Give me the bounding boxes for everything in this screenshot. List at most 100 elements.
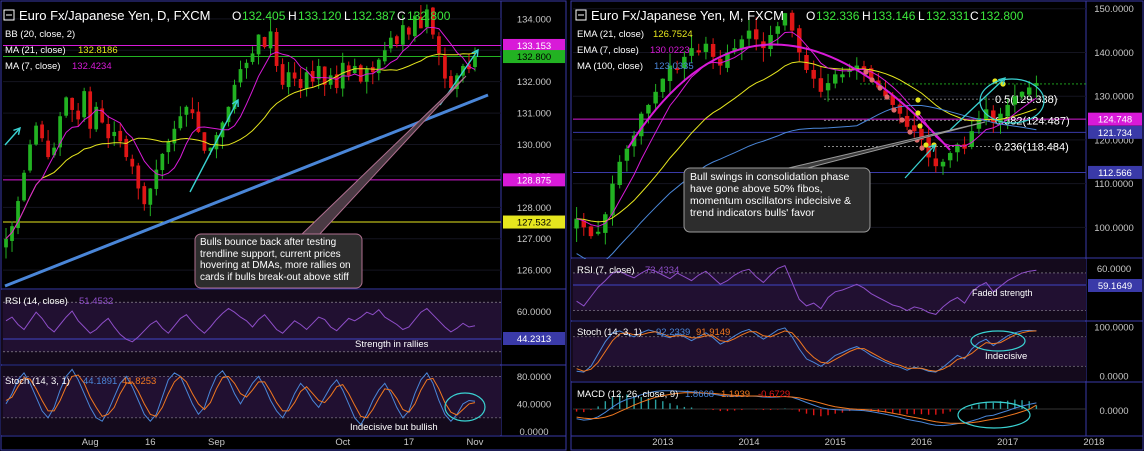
monthly-trend-arc — [627, 43, 951, 151]
candle-body — [443, 55, 447, 79]
stoch-tick-label: 0.0000 — [1099, 372, 1128, 383]
swing-arrow-head — [231, 98, 239, 108]
candle-body — [274, 31, 279, 66]
daily-close-value: 132.800 — [407, 9, 451, 23]
candle-body — [286, 72, 291, 88]
price-tick-label: 128.000 — [517, 203, 551, 214]
daily-stoch-note: Indecisive but bullish — [350, 422, 438, 433]
date-tick-label: Nov — [467, 437, 484, 448]
daily-rsi-pane: RSI (14, close) 51.4532 Strength in rall… — [1, 290, 565, 364]
candle-body — [682, 56, 687, 69]
candle-body — [897, 104, 903, 114]
price-tick-label: 110.0000 — [1095, 179, 1134, 190]
candle-body — [250, 53, 255, 62]
swing-arrow-head — [928, 143, 936, 152]
candle-body — [142, 186, 147, 205]
candle-body — [646, 104, 651, 114]
candle-body — [292, 72, 297, 79]
monthly-title: Euro Fx/Japanese Yen, M, FXCM — [591, 8, 784, 23]
candle-body — [94, 106, 99, 130]
price-tag-value: 133.153 — [517, 41, 551, 52]
candle-body — [238, 69, 243, 83]
candle-body — [4, 238, 8, 248]
swing-arrow-line — [904, 144, 936, 179]
date-tick-label: Oct — [335, 437, 350, 448]
daily-stoch-series — [3, 368, 501, 426]
daily-callout-pointer — [298, 75, 467, 237]
candle-body — [136, 165, 141, 189]
price-tag — [503, 215, 565, 229]
candle-body — [425, 9, 429, 28]
price-tag-value: 127.532 — [517, 218, 551, 229]
candle-body — [991, 110, 996, 123]
price-tick-label: 127.000 — [517, 234, 551, 245]
price-tag — [503, 173, 565, 187]
candle-body — [703, 43, 709, 52]
monthly-chart-panel: 0.5(129.338) 0.382(124.487) 0.236(118.484)… — [570, 0, 1144, 451]
price-tag-value: 124.748 — [1098, 115, 1132, 126]
marker-dot — [917, 123, 923, 129]
collapse-icon[interactable] — [3, 9, 15, 21]
monthly-stoch-highlight-ellipse — [970, 330, 1026, 352]
price-tick-label: 130.0000 — [1094, 92, 1134, 103]
daily-high-value: 133.120 — [298, 9, 342, 23]
candle-body — [639, 113, 644, 137]
monthly-low-value: 132.331 — [926, 9, 970, 23]
monthly-rsi-label: RSI (7, close) — [577, 265, 635, 276]
candle-body — [998, 113, 1003, 123]
candle-body — [689, 48, 694, 56]
daily-stoch-ticks: 80.0000 40.0000 0.0000 — [517, 372, 551, 438]
candle-body — [160, 153, 165, 171]
rsi-line — [5, 307, 476, 343]
marker-dot — [891, 107, 897, 113]
candle-body — [674, 68, 680, 70]
candle-body — [226, 106, 231, 123]
candle-body — [617, 161, 622, 185]
ema21-line — [576, 61, 1037, 223]
candle-body — [797, 28, 802, 53]
monthly-macd-highlight-ellipse — [957, 401, 1031, 429]
macd-signal-line — [576, 392, 1037, 424]
monthly-macd-tick: 0.0000 — [1099, 406, 1128, 417]
candle-body — [969, 131, 974, 147]
price-tag-value: 132.800 — [517, 52, 551, 63]
candle-body — [28, 144, 32, 171]
candle-body — [854, 65, 860, 70]
date-tick-label: 2014 — [738, 437, 759, 448]
price-tag-value: 121.734 — [1098, 128, 1132, 139]
daily-low-value: 132.387 — [352, 9, 396, 23]
candle-body — [940, 161, 946, 167]
stoch-d-line — [576, 330, 1037, 372]
stoch-k-line — [576, 327, 1037, 373]
candle-body — [775, 26, 780, 34]
candle-body — [406, 27, 411, 35]
candle-body — [154, 169, 159, 189]
candle-body — [400, 25, 405, 45]
daily-rsi-label: RSI (14, close) — [5, 296, 68, 307]
candle-body — [868, 68, 874, 79]
collapse-icon[interactable] — [575, 9, 587, 21]
monthly-macd-label: MACD (12, 26, close, 9) — [577, 389, 678, 400]
candle-body — [334, 74, 339, 88]
candle-body — [710, 43, 716, 57]
monthly-fibonacci-levels: 0.5(129.338) 0.382(124.487) 0.236(118.484) — [824, 83, 1086, 154]
candle-body — [1034, 83, 1039, 86]
daily-stoch-pane: Stoch (14, 3, 1) 44.1891 41.8253 Indecis… — [1, 366, 551, 438]
candle-body — [310, 71, 315, 82]
monthly-rsi-tag — [1088, 279, 1142, 292]
monthly-annotation: Bull swings in consolidation phase have … — [683, 121, 986, 233]
price-tick-label: 126.000 — [517, 266, 551, 277]
stoch-d-line — [5, 374, 476, 419]
ma100-line — [576, 104, 1037, 265]
candle-body — [1005, 104, 1010, 117]
candle-body — [208, 147, 213, 152]
monthly-rsi-value: 73.4334 — [645, 265, 679, 276]
candle-body — [304, 72, 309, 89]
monthly-low-key: L — [918, 9, 925, 23]
candle-body — [88, 91, 93, 129]
monthly-macd-signal: 1.1939 — [721, 389, 750, 400]
candle-body — [840, 74, 845, 78]
price-tag-value: 128.875 — [517, 175, 551, 186]
candle-body — [40, 124, 44, 139]
